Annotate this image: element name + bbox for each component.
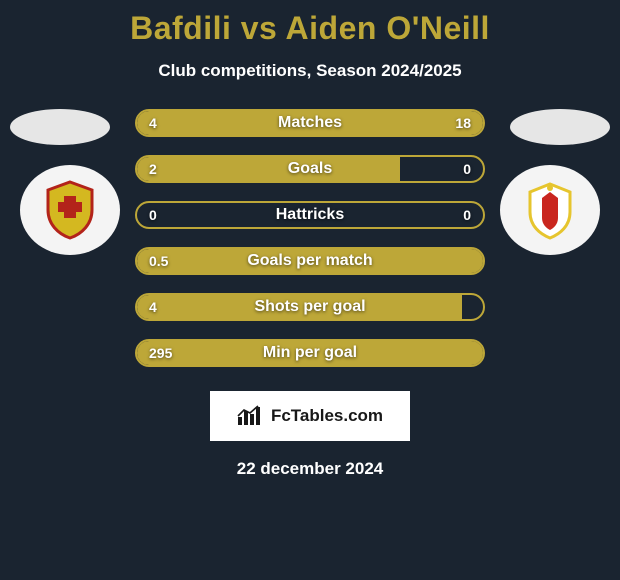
stat-label: Matches <box>137 111 483 135</box>
shield-icon <box>38 178 102 242</box>
brand-box[interactable]: FcTables.com <box>210 391 410 441</box>
crest-right <box>500 165 600 255</box>
stat-row: Goals2 0 <box>135 155 485 183</box>
stat-value-right: 0 <box>463 157 471 181</box>
stat-row: Matches4 18 <box>135 109 485 137</box>
stat-label: Min per goal <box>137 341 483 365</box>
stat-row: Hattricks0 0 <box>135 201 485 229</box>
stat-value-left: 4 <box>149 295 157 319</box>
stat-value-left: 2 <box>149 157 157 181</box>
date-label: 22 december 2024 <box>0 459 620 479</box>
stat-label: Hattricks <box>137 203 483 227</box>
name-plate-left <box>10 109 110 145</box>
brand-label: FcTables.com <box>271 406 383 426</box>
stat-value-right: 18 <box>455 111 471 135</box>
comparison-chart: Matches418Goals20Hattricks00Goals per ma… <box>0 109 620 369</box>
bar-chart-icon <box>237 405 265 427</box>
stat-value-right: 0 <box>463 203 471 227</box>
stat-label: Goals <box>137 157 483 181</box>
crest-left <box>20 165 120 255</box>
subtitle: Club competitions, Season 2024/2025 <box>0 61 620 81</box>
stat-row: Min per goal295 <box>135 339 485 367</box>
page-title: Bafdili vs Aiden O'Neill <box>0 0 620 47</box>
stat-rows: Matches418Goals20Hattricks00Goals per ma… <box>135 109 485 385</box>
stat-value-left: 0.5 <box>149 249 168 273</box>
stat-value-left: 4 <box>149 111 157 135</box>
stat-value-left: 0 <box>149 203 157 227</box>
name-plate-right <box>510 109 610 145</box>
stat-value-left: 295 <box>149 341 172 365</box>
stat-row: Shots per goal4 <box>135 293 485 321</box>
stat-label: Shots per goal <box>137 295 483 319</box>
stat-label: Goals per match <box>137 249 483 273</box>
stat-row: Goals per match0.5 <box>135 247 485 275</box>
shield-icon <box>518 178 582 242</box>
